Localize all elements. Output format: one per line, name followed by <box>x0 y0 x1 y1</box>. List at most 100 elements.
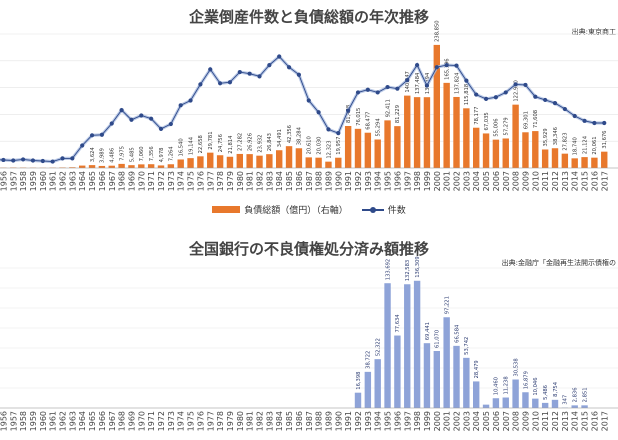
chart1-bar-label: 20,061 <box>592 137 598 155</box>
chart1-line-point <box>385 84 390 90</box>
chart2-tick-label: 2014 <box>571 411 580 431</box>
chart1-line-point <box>474 92 479 97</box>
chart1-bar <box>305 157 312 168</box>
chart1-bar-label: 19,144 <box>188 136 194 155</box>
chart1-bar-label: 4,978 <box>159 148 165 163</box>
chart2-bar-label: 16,398 <box>356 372 362 390</box>
chart1-bar-label: 137,484 <box>415 72 421 94</box>
chart2-tick-label: 1973 <box>167 411 176 431</box>
chart1-bar-label: 16,540 <box>179 138 185 156</box>
chart1-line-point <box>415 62 420 68</box>
chart1-bar <box>276 150 283 168</box>
chart1-tick-label: 1972 <box>157 171 166 191</box>
chart1-bar <box>315 157 322 168</box>
chart2-tick-label: 1984 <box>275 411 284 431</box>
chart1-tick-label: 1963 <box>68 171 77 191</box>
chart1-tick-label: 1984 <box>275 171 284 191</box>
chart1-bar-label: 21,124 <box>582 135 588 154</box>
chart1-tick-label: 2011 <box>541 171 550 191</box>
chart1-tick-label: 1999 <box>423 171 432 191</box>
chart2-title: 全国銀行の不良債権処分済み額推移 <box>188 240 429 258</box>
chart1-legend: 負債総額（億円）（右軸） 件数 <box>0 203 618 216</box>
chart1-tick-label: 1976 <box>196 171 205 191</box>
chart2-tick-label: 1959 <box>29 411 38 431</box>
chart1-bar <box>216 155 224 168</box>
chart1-bar-label: 67,035 <box>484 112 490 130</box>
chart1-tick-label: 1986 <box>295 171 304 191</box>
chart1-tick-label: 1956 <box>0 171 8 191</box>
chart1-line-point <box>286 65 292 70</box>
chart1-bar-label: 12,323 <box>326 140 332 158</box>
chart2-bar <box>551 399 559 408</box>
chart1-bar <box>118 163 125 168</box>
chart1-line-point <box>139 113 144 118</box>
chart1-tick-label: 2015 <box>581 171 590 191</box>
chart1-bar <box>256 155 263 168</box>
chart1-line-point <box>40 158 45 164</box>
chart1-line-point <box>503 90 508 95</box>
chart1-bar-label: 26,843 <box>267 133 273 151</box>
legend-bar-swatch <box>212 206 241 213</box>
chart1-bar <box>532 131 539 168</box>
chart2-bar <box>423 343 431 408</box>
chart1-tick-label: 1971 <box>147 171 156 191</box>
chart2-tick-label: 2012 <box>551 411 560 431</box>
chart1-bar-label: 137,824 <box>454 72 460 94</box>
chart1-bar <box>285 146 293 168</box>
chart1-line-point <box>513 82 518 87</box>
chart2-tick-label: 1969 <box>127 411 136 431</box>
chart1-bar-label: 122,920 <box>513 80 519 101</box>
chart1-title: 企業倒産件数と負債総額の年次推移 <box>188 8 429 26</box>
chart1-tick-label: 1964 <box>78 171 87 191</box>
chart1-bar <box>226 156 234 168</box>
chart2-bar-label: 8,754 <box>553 381 559 397</box>
chart1-tick-label: 2008 <box>512 171 521 191</box>
chart1-bar <box>108 165 115 168</box>
chart1-tick-label: 1978 <box>216 171 225 191</box>
chart1-bar <box>443 82 450 168</box>
chart1-bar <box>325 161 332 168</box>
chart1-bar-label: 26,926 <box>247 133 253 151</box>
chart1-line-point <box>424 83 430 88</box>
chart1-bar <box>522 132 529 168</box>
chart1-line-point <box>592 120 597 126</box>
chart2-bar-label: 97,221 <box>444 296 450 314</box>
chart2-bar <box>522 392 529 408</box>
chart1-tick-label: 2010 <box>531 171 540 191</box>
chart1-line-point <box>178 103 183 108</box>
chart1-bar <box>423 97 431 168</box>
chart2-bar <box>433 351 440 408</box>
chart1-tick-label: 1993 <box>364 171 373 191</box>
chart2-tick-label: 1998 <box>413 411 422 431</box>
chart1-line-point <box>11 158 16 163</box>
chart2-source: 出典:金融庁「金融再生法開示債権の <box>501 259 616 267</box>
chart1-bar <box>197 156 204 168</box>
chart2-tick-label: 1966 <box>98 411 107 431</box>
chart1-tick-label: 2004 <box>472 171 481 191</box>
chart2-bar <box>384 283 391 408</box>
chart1-tick-label: 1997 <box>403 171 412 191</box>
chart2-tick-label: 1974 <box>177 411 186 431</box>
chart2-bar-label: 2,851 <box>582 387 588 402</box>
chart1-line-point <box>158 126 164 131</box>
chart1-bar <box>246 154 253 168</box>
chart1-bar-label: 27,282 <box>238 133 244 151</box>
chart2-tick-label: 1960 <box>39 411 48 431</box>
chart2-tick-label: 1961 <box>49 411 58 431</box>
chart1-bar <box>433 44 440 168</box>
chart2-tick-label: 1958 <box>19 411 28 431</box>
chart2-bar <box>581 405 588 408</box>
chart1-bar-label: 34,491 <box>277 129 283 147</box>
chart2-bar <box>394 335 401 408</box>
chart1-line-point <box>582 118 587 123</box>
chart1-tick-label: 2007 <box>502 171 511 191</box>
chart2-bar <box>502 397 509 408</box>
chart1-line-point <box>464 78 469 83</box>
chart1-tick-label: 1962 <box>59 171 68 191</box>
chart1-bar-label: 38,284 <box>297 126 303 145</box>
chart1-tick-label: 1977 <box>206 171 215 191</box>
chart2-tick-label: 2008 <box>512 411 521 431</box>
chart1-bar <box>502 138 509 168</box>
chart1-line-point <box>188 98 193 103</box>
chart1-bar <box>157 165 165 168</box>
